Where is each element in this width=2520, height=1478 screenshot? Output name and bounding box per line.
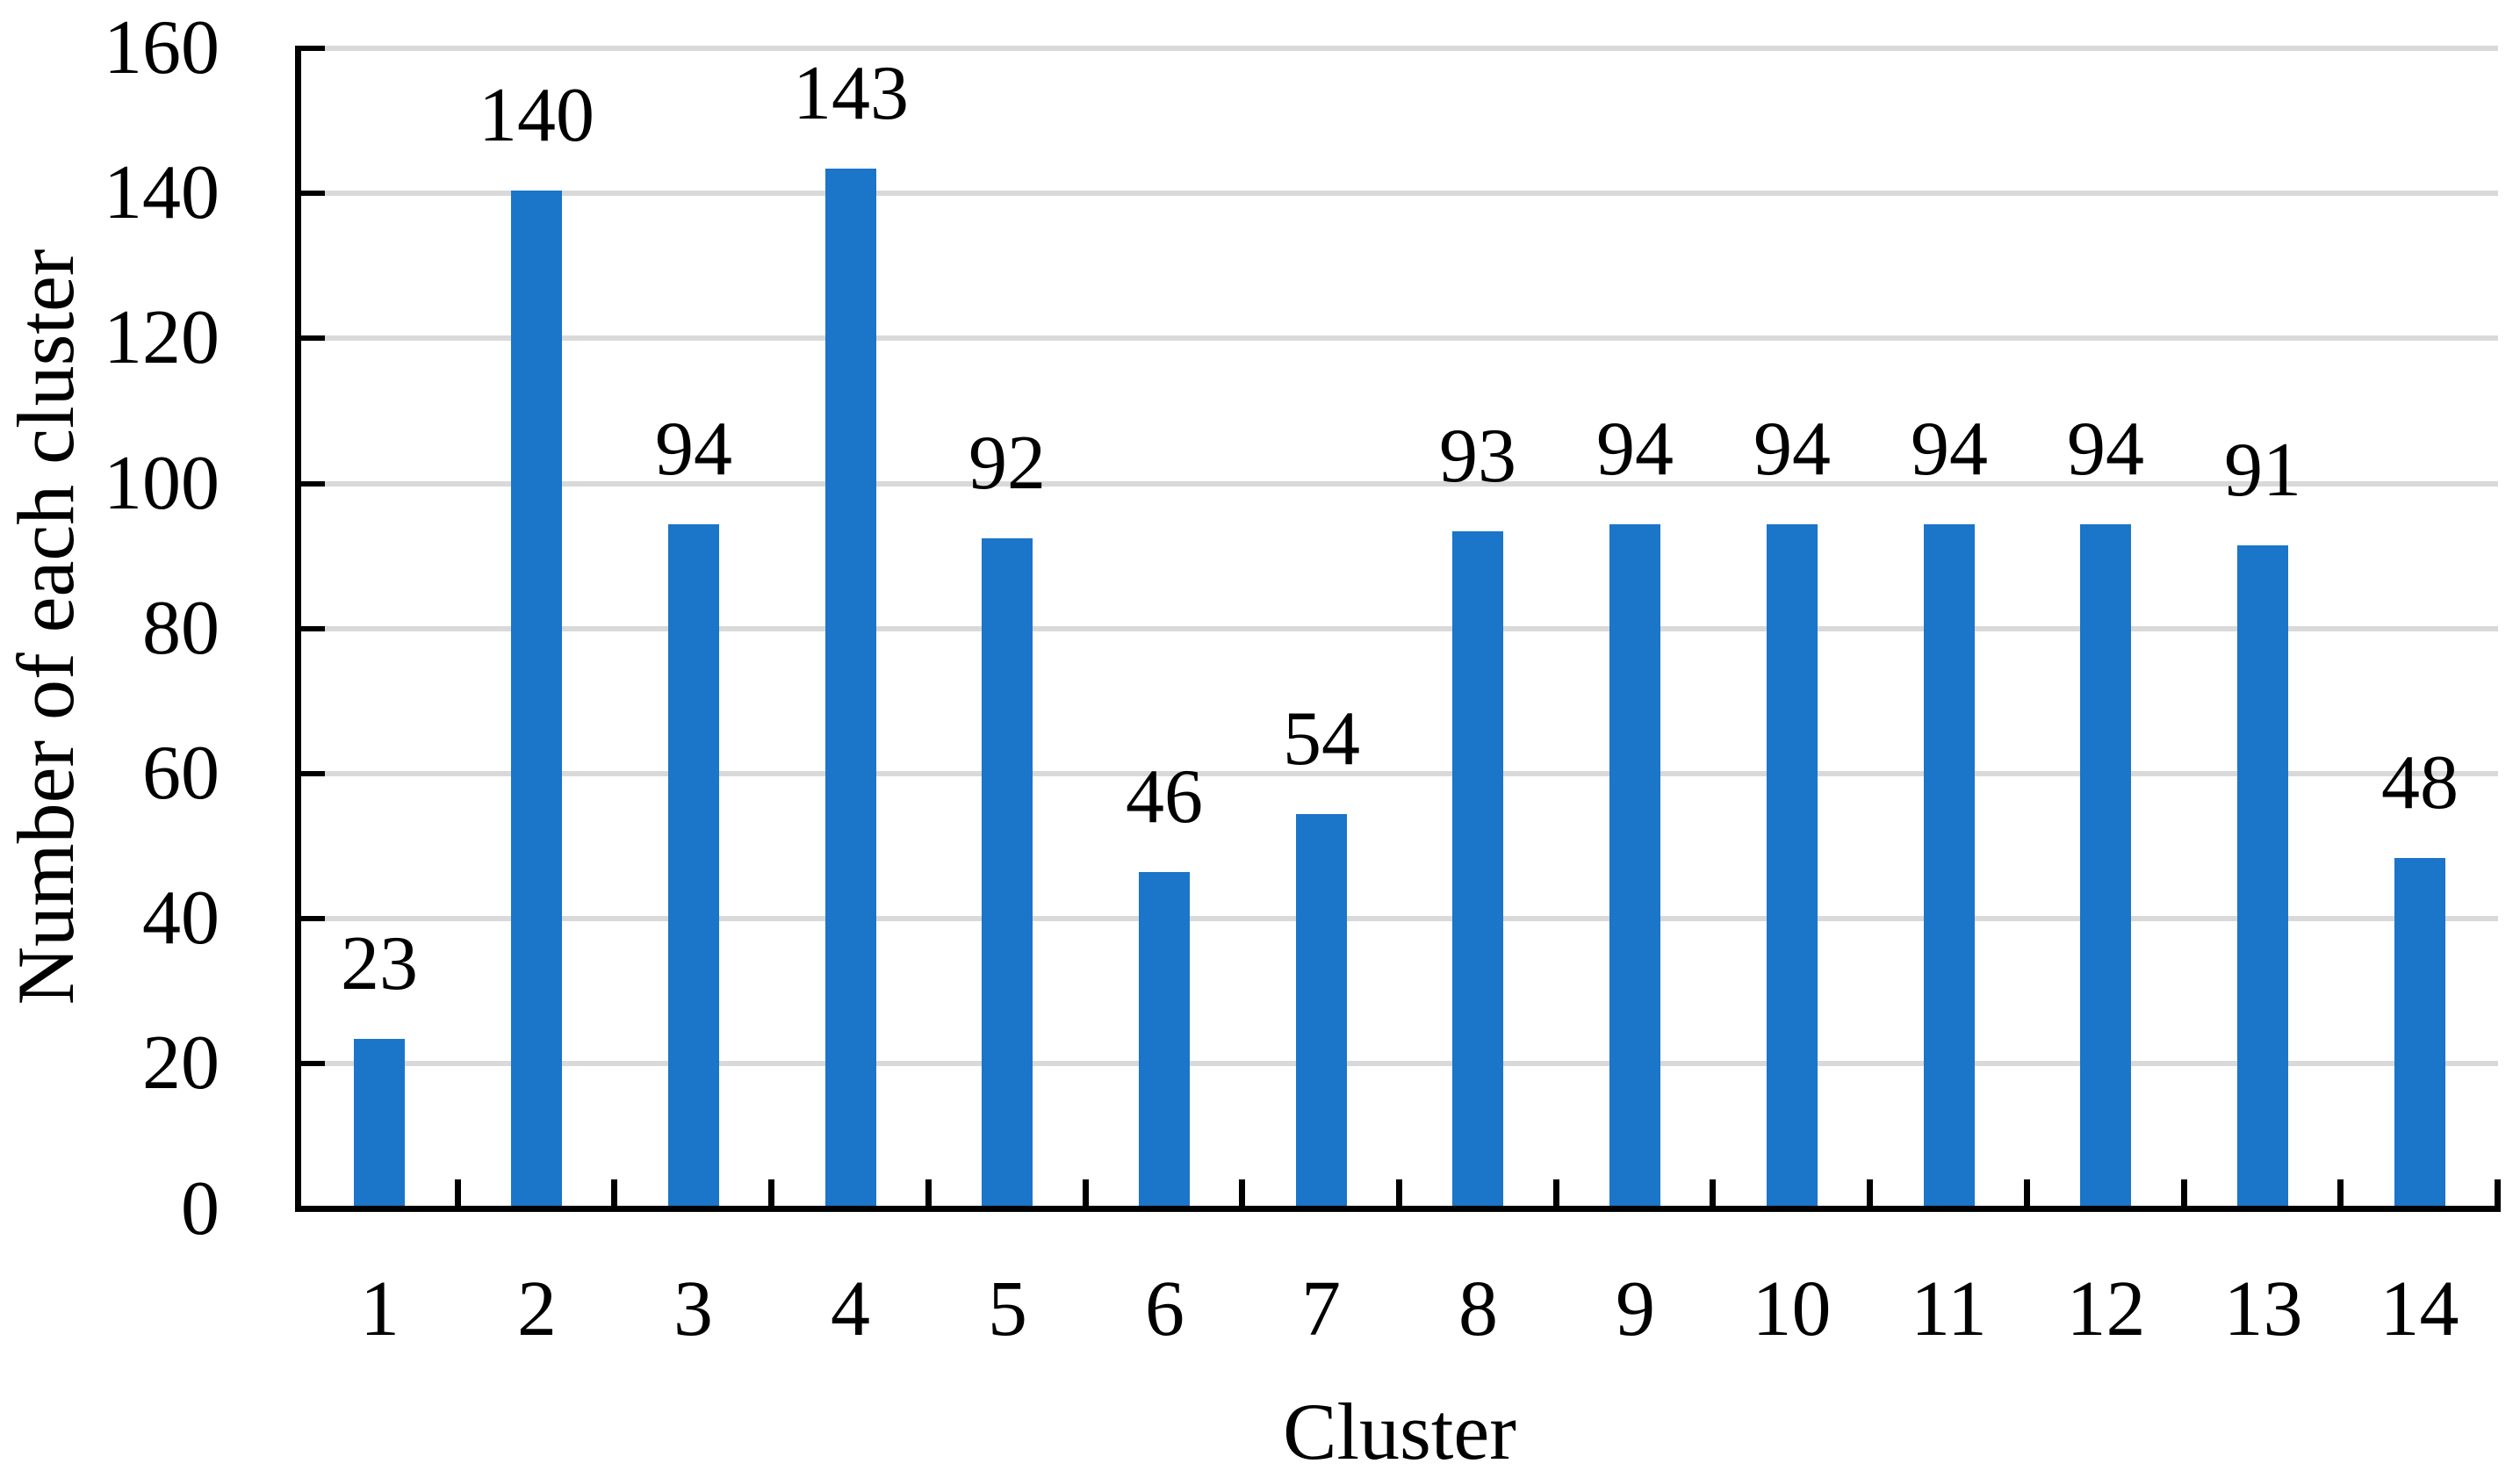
x-category-label: 4 bbox=[831, 1265, 870, 1352]
x-category-label: 8 bbox=[1458, 1265, 1498, 1352]
x-tick-mark bbox=[925, 1179, 932, 1206]
y-tick-label: 100 bbox=[104, 440, 220, 526]
bar-value-label: 94 bbox=[1596, 407, 1674, 492]
y-axis-line bbox=[295, 46, 301, 1212]
x-tick-mark bbox=[2495, 1179, 2501, 1206]
x-category-label: 14 bbox=[2380, 1265, 2459, 1352]
bar-value-label: 54 bbox=[1283, 696, 1360, 782]
bar-value-label: 23 bbox=[341, 921, 418, 1006]
bar-cluster-14 bbox=[2394, 858, 2445, 1206]
y-tick-mark bbox=[301, 1061, 325, 1067]
bar-cluster-4 bbox=[825, 169, 876, 1206]
gridline bbox=[301, 335, 2498, 342]
gridline bbox=[301, 1061, 2498, 1067]
bar-cluster-9 bbox=[1609, 524, 1660, 1206]
x-tick-mark bbox=[2180, 1179, 2187, 1206]
x-tick-mark bbox=[1082, 1179, 1089, 1206]
x-tick-mark bbox=[1396, 1179, 1402, 1206]
bar-cluster-12 bbox=[2080, 524, 2131, 1206]
x-tick-mark bbox=[611, 1179, 618, 1206]
gridline bbox=[301, 480, 2498, 487]
y-tick-mark bbox=[301, 191, 325, 197]
x-tick-mark bbox=[1867, 1179, 1874, 1206]
x-tick-mark bbox=[2023, 1179, 2030, 1206]
x-category-label: 1 bbox=[360, 1265, 400, 1352]
bar-cluster-5 bbox=[982, 538, 1033, 1206]
x-axis-title: Cluster bbox=[1283, 1387, 1516, 1476]
gridline bbox=[301, 625, 2498, 631]
y-tick-label: 20 bbox=[142, 1020, 220, 1107]
x-tick-mark bbox=[1552, 1179, 1559, 1206]
bar-cluster-10 bbox=[1767, 524, 1818, 1206]
gridline bbox=[301, 770, 2498, 776]
x-axis-line bbox=[295, 1206, 2501, 1212]
bar-cluster-6 bbox=[1139, 872, 1190, 1206]
y-tick-mark bbox=[301, 335, 325, 342]
bar-value-label: 140 bbox=[479, 73, 594, 158]
x-category-label: 13 bbox=[2223, 1265, 2303, 1352]
y-tick-mark bbox=[301, 916, 325, 922]
y-tick-mark bbox=[301, 625, 325, 631]
bar-value-label: 94 bbox=[1753, 407, 1831, 492]
y-tick-label: 120 bbox=[104, 295, 220, 381]
x-category-label: 3 bbox=[673, 1265, 713, 1352]
bar-value-label: 48 bbox=[2381, 740, 2459, 826]
bar-value-label: 93 bbox=[1439, 414, 1516, 499]
x-tick-mark bbox=[454, 1179, 461, 1206]
y-tick-mark bbox=[301, 770, 325, 776]
bar-value-label: 94 bbox=[2067, 407, 2144, 492]
x-category-label: 9 bbox=[1616, 1265, 1655, 1352]
x-category-label: 2 bbox=[517, 1265, 557, 1352]
x-category-label: 11 bbox=[1911, 1265, 1987, 1352]
bar-value-label: 91 bbox=[2224, 428, 2301, 513]
bar-value-label: 143 bbox=[793, 51, 909, 136]
bar-value-label: 94 bbox=[655, 407, 732, 492]
bar-cluster-2 bbox=[511, 191, 562, 1206]
x-tick-mark bbox=[768, 1179, 775, 1206]
y-tick-mark bbox=[301, 480, 325, 487]
gridline bbox=[301, 916, 2498, 922]
bar-cluster-8 bbox=[1452, 531, 1503, 1206]
x-category-label: 7 bbox=[1301, 1265, 1341, 1352]
bar-cluster-7 bbox=[1296, 814, 1347, 1206]
y-tick-label: 140 bbox=[104, 150, 220, 236]
bar-cluster-1 bbox=[354, 1039, 405, 1206]
x-tick-mark bbox=[1710, 1179, 1717, 1206]
x-tick-mark bbox=[2337, 1179, 2344, 1206]
y-tick-label: 0 bbox=[181, 1165, 220, 1251]
bar-value-label: 94 bbox=[1911, 407, 1988, 492]
y-tick-label: 40 bbox=[142, 876, 220, 962]
gridline bbox=[301, 46, 2498, 51]
y-tick-label: 160 bbox=[104, 5, 220, 90]
bar-cluster-13 bbox=[2237, 545, 2288, 1206]
y-tick-mark bbox=[301, 46, 325, 51]
gridline bbox=[301, 191, 2498, 197]
bar-cluster-11 bbox=[1924, 524, 1975, 1206]
x-category-label: 6 bbox=[1145, 1265, 1184, 1352]
x-tick-mark bbox=[1239, 1179, 1246, 1206]
bar-value-label: 46 bbox=[1126, 754, 1203, 840]
x-category-label: 12 bbox=[2066, 1265, 2146, 1352]
x-category-label: 10 bbox=[1752, 1265, 1832, 1352]
bar-value-label: 92 bbox=[968, 421, 1046, 506]
x-category-label: 5 bbox=[988, 1265, 1027, 1352]
y-tick-label: 80 bbox=[142, 585, 220, 671]
bar-cluster-3 bbox=[668, 524, 719, 1206]
y-tick-label: 60 bbox=[142, 730, 220, 816]
